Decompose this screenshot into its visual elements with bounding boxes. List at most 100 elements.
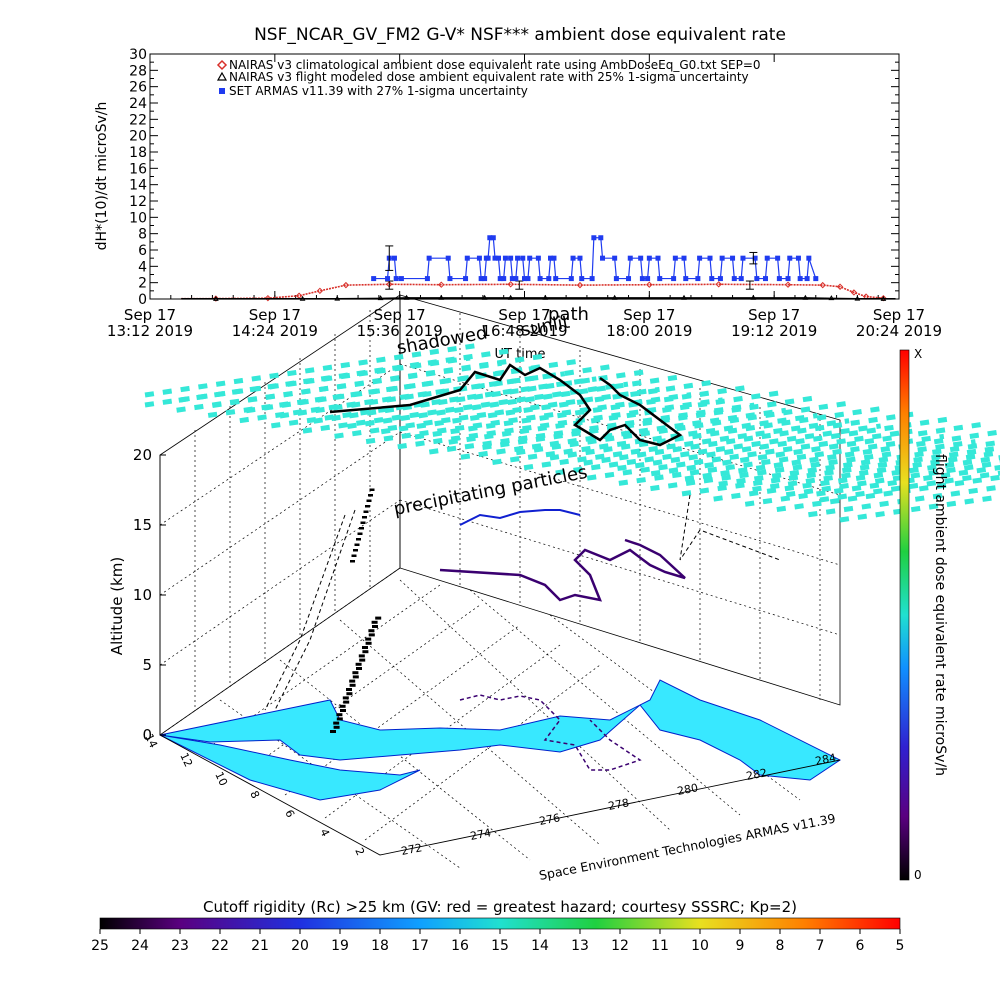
flight-path-mid xyxy=(439,538,686,602)
armas-point xyxy=(764,255,770,261)
y-tick-label: 22 xyxy=(129,112,147,128)
dose-field-row xyxy=(515,400,852,456)
climb-marker xyxy=(375,616,382,620)
armas-point xyxy=(464,255,470,261)
climb-marker xyxy=(352,671,359,675)
armas-point xyxy=(513,276,519,282)
dose-field-row xyxy=(752,450,1000,492)
armas-point xyxy=(525,276,531,282)
armas-point xyxy=(490,235,496,241)
bottom-colorbar xyxy=(99,917,901,930)
armas-point xyxy=(502,255,508,261)
armas-point xyxy=(497,276,503,282)
dose-field-row xyxy=(713,455,1000,502)
armas-point xyxy=(485,255,491,261)
legend-label-climatological: NAIRAS v3 climatological ambient dose eq… xyxy=(229,58,761,72)
y-tick-label: 0 xyxy=(138,292,147,308)
bottom-colorbar-tick-label: 24 xyxy=(131,938,149,954)
y-tick-label: 8 xyxy=(138,227,147,243)
dose-field-plane xyxy=(144,342,1000,523)
climb-projection xyxy=(264,514,346,711)
armas-point xyxy=(495,255,501,261)
z-axis-label: Altitude (km) xyxy=(108,557,126,655)
armas-point xyxy=(683,276,689,282)
armas-point xyxy=(391,255,397,261)
armas-point xyxy=(738,276,744,282)
armas-point xyxy=(476,255,482,261)
climb-marker xyxy=(339,704,346,708)
flight-path-ground-shadow xyxy=(459,694,642,771)
bottom-colorbar-tick-label: 18 xyxy=(371,938,389,954)
armas-point xyxy=(535,255,541,261)
dose-field-row xyxy=(178,347,515,403)
dose-field-row xyxy=(555,423,882,476)
armas-point xyxy=(551,255,557,261)
annotation-precipitating-particles: precipitating particles xyxy=(392,462,589,520)
y-tick-label: 28 xyxy=(129,63,147,79)
floor-x-tick-label: 280 xyxy=(676,781,699,798)
armas-point xyxy=(482,276,488,282)
y-tick-label: 2 xyxy=(138,276,147,292)
bottom-colorbar-title: Cutoff rigidity (Rc) >25 km (GV: red = g… xyxy=(203,898,797,916)
dose-field-row xyxy=(245,358,582,414)
floor-x-tick-label: 278 xyxy=(607,796,630,813)
armas-point xyxy=(577,255,583,261)
armas-point xyxy=(598,235,604,241)
z-tick-label: 15 xyxy=(133,516,152,534)
armas-point xyxy=(697,255,703,261)
climb-marker xyxy=(353,549,358,552)
bottom-colorbar-tick-label: 25 xyxy=(91,938,109,954)
armas-point xyxy=(546,276,552,282)
climatological-point xyxy=(507,281,514,288)
armas-point xyxy=(627,255,633,261)
bottom-colorbar-ticks: 25 24 23 22 21 20 19 18 17 16 15 14 13 12 11 10 9 8 7 6 5 xyxy=(91,929,904,954)
armas-point xyxy=(600,255,606,261)
armas-point xyxy=(426,255,432,261)
y-tick-label: 26 xyxy=(129,80,147,96)
dose-field-row xyxy=(681,445,1000,497)
armas-point xyxy=(501,276,507,282)
armas-point xyxy=(754,276,760,282)
armas-point xyxy=(398,276,404,282)
y-axis-label: dH*(10)/dt microSv/h xyxy=(94,102,110,251)
climb-markers xyxy=(330,488,382,733)
armas-point xyxy=(709,276,715,282)
bottom-colorbar-tick-label: 14 xyxy=(531,938,549,954)
bottom-colorbar-tick-label: 6 xyxy=(856,938,865,954)
x-tick-time: 13:12 2019 xyxy=(107,322,193,340)
y-tick-label: 12 xyxy=(129,194,147,210)
bottom-colorbar-tick-label: 11 xyxy=(651,938,669,954)
climb-marker xyxy=(365,505,370,508)
z-axis-ticks: 0 5 10 15 20 xyxy=(133,446,166,744)
climb-marker xyxy=(356,538,361,541)
dose-field-row xyxy=(583,410,920,466)
armas-point xyxy=(804,276,810,282)
bottom-colorbar-tick-label: 21 xyxy=(251,938,269,954)
dose-field-row xyxy=(414,384,751,440)
armas-point xyxy=(806,255,812,261)
surface-cyan-south xyxy=(159,734,421,801)
climb-projection-2 xyxy=(274,509,356,711)
x-tick-date: Sep 17 xyxy=(498,306,550,324)
bottom-colorbar-tick-label: 16 xyxy=(451,938,469,954)
armas-point xyxy=(731,276,737,282)
dose-field-row xyxy=(617,416,953,471)
floor-y-tick-label: 6 xyxy=(282,808,297,820)
dose-field-row xyxy=(380,379,717,435)
bottom-colorbar-tick-label: 8 xyxy=(776,938,785,954)
legend-marker-armas xyxy=(219,88,225,94)
armas-point xyxy=(527,255,533,261)
armas-point xyxy=(787,255,793,261)
armas-point xyxy=(613,276,619,282)
x-tick-time: 16:48 2019 xyxy=(481,322,567,340)
climatological-point xyxy=(342,281,350,289)
bottom-colorbar-tick-label: 22 xyxy=(211,938,229,954)
dose-field-row xyxy=(302,381,629,434)
armas-point xyxy=(752,255,758,261)
armas-point xyxy=(775,255,781,261)
climb-marker xyxy=(359,658,366,662)
floor-axis-ticks: 272 274 276 278 280 282 284 2 4 6 8 10 12 14 xyxy=(142,732,837,858)
floor-y-tick-label: 4 xyxy=(317,827,332,839)
armas-point xyxy=(785,276,791,282)
